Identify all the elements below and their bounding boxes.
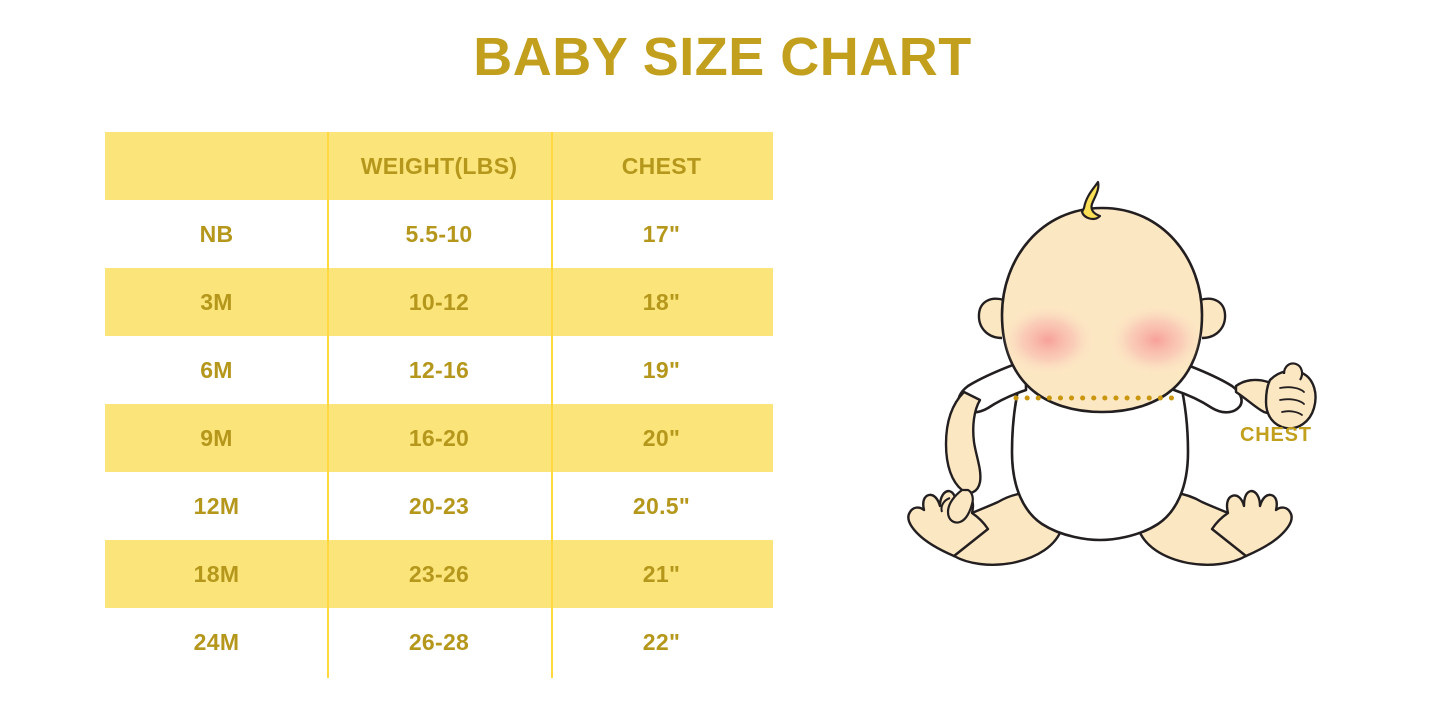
cell-chest: 20" <box>550 404 773 472</box>
size-chart-table: WEIGHT(LBS) CHEST NB 5.5-10 17" 3M 10-12… <box>105 132 773 676</box>
page-title: BABY SIZE CHART <box>473 27 972 87</box>
column-divider-line <box>551 132 553 678</box>
cell-chest: 19" <box>550 336 773 404</box>
right-fist-knuckles <box>1279 386 1305 416</box>
column-header-weight: WEIGHT(LBS) <box>328 132 550 200</box>
column-divider-line <box>327 132 329 678</box>
cell-chest: 18" <box>550 268 773 336</box>
cell-size: 6M <box>105 336 328 404</box>
cell-size: 3M <box>105 268 328 336</box>
table-body: WEIGHT(LBS) CHEST NB 5.5-10 17" 3M 10-12… <box>105 132 773 676</box>
cell-weight: 5.5-10 <box>328 200 550 268</box>
cell-chest: 21" <box>550 540 773 608</box>
cell-size: 18M <box>105 540 328 608</box>
right-ear <box>1199 297 1227 340</box>
hair-curl-icon <box>1080 180 1102 221</box>
baby-illustration <box>907 180 1317 566</box>
table-row: 24M 26-28 22" <box>105 608 773 676</box>
cell-weight: 20-23 <box>328 472 550 540</box>
cell-weight: 26-28 <box>328 608 550 676</box>
table-row: 18M 23-26 21" <box>105 540 773 608</box>
table-row: 9M 16-20 20" <box>105 404 773 472</box>
cell-size: NB <box>105 200 328 268</box>
column-header-chest: CHEST <box>550 132 773 200</box>
onesie-right-sleeve <box>1172 358 1243 414</box>
cell-weight: 12-16 <box>328 336 550 404</box>
cell-chest: 22" <box>550 608 773 676</box>
table-row: 3M 10-12 18" <box>105 268 773 336</box>
left-hand-thumb <box>940 497 951 513</box>
table-row: 12M 20-23 20.5" <box>105 472 773 540</box>
left-cheek-blush <box>1002 304 1096 376</box>
cell-weight: 10-12 <box>328 268 550 336</box>
left-arm <box>944 390 982 494</box>
table-header-row: WEIGHT(LBS) CHEST <box>105 132 773 200</box>
column-header-size <box>105 132 328 200</box>
left-ear <box>977 297 1005 340</box>
right-cheek-blush <box>1108 304 1202 376</box>
right-thumb <box>1282 362 1304 381</box>
cell-chest: 17" <box>550 200 773 268</box>
table-row: 6M 12-16 19" <box>105 336 773 404</box>
cheeks-group <box>1002 304 1202 376</box>
cell-weight: 16-20 <box>328 404 550 472</box>
cell-size: 9M <box>105 404 328 472</box>
cell-size: 12M <box>105 472 328 540</box>
chest-label: CHEST <box>1240 424 1312 446</box>
table-row: NB 5.5-10 17" <box>105 200 773 268</box>
cell-weight: 23-26 <box>328 540 550 608</box>
cell-chest: 20.5" <box>550 472 773 540</box>
cell-size: 24M <box>105 608 328 676</box>
left-hand <box>946 488 974 524</box>
right-foot <box>1210 489 1293 558</box>
